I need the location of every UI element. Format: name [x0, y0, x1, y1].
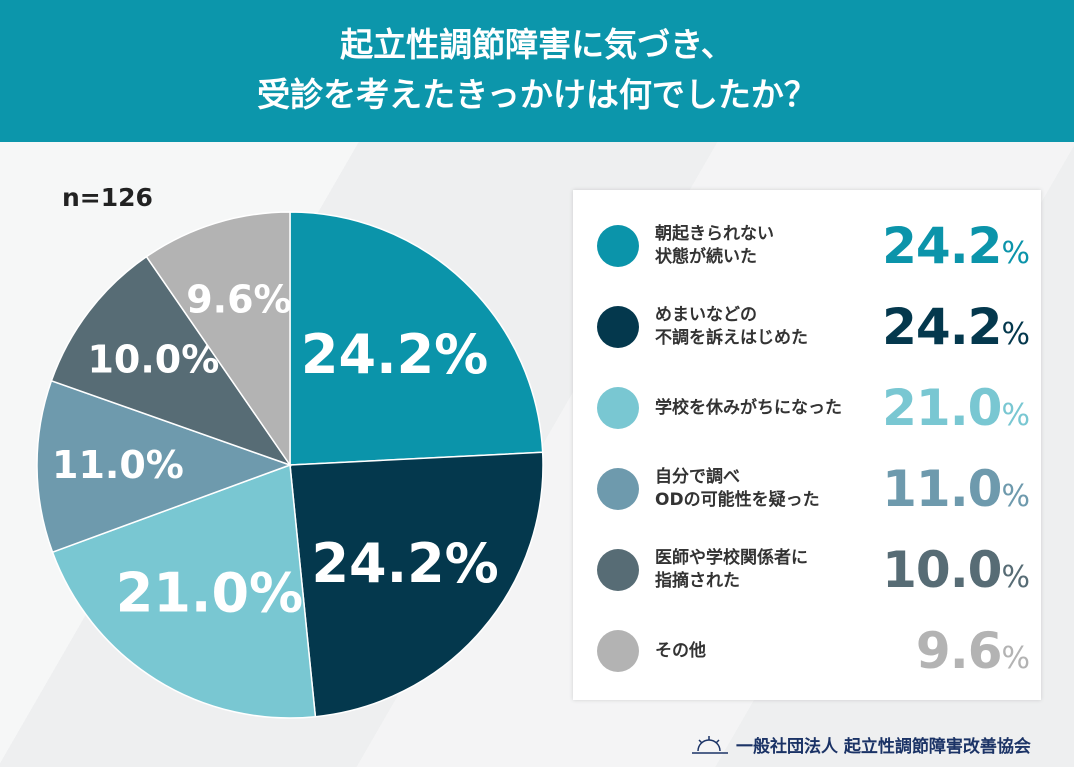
- legend-item: 自分で調べ ODの可能性を疑った 11.0%: [573, 449, 1041, 529]
- legend-swatch: [597, 468, 639, 510]
- pie-slice-4: [50, 255, 292, 467]
- title-banner: 起立性調節障害に気づき、 受診を考えたきっかけは何でしたか？: [0, 0, 1074, 142]
- title-line-1: 起立性調節障害に気づき、: [340, 25, 734, 64]
- slice-label-2: 21.0%: [116, 562, 303, 625]
- legend-label: 学校を休みがちになった: [655, 397, 842, 418]
- legend-label: 朝起きられない 状態が続いた: [655, 224, 774, 267]
- title-line-2: 受診を考えたきっかけは何でしたか？: [257, 75, 817, 114]
- legend-item: 学校を休みがちになった 21.0%: [573, 368, 1041, 448]
- legend-swatch: [597, 387, 639, 429]
- legend-label: 自分で調べ ODの可能性を疑った: [655, 467, 820, 510]
- slice-label-0: 24.2%: [301, 323, 488, 386]
- legend-label: めまいなどの 不調を訴えはじめた: [655, 305, 808, 348]
- pie-slice-3: [36, 379, 293, 554]
- legend-label: 医師や学校関係者に 指摘された: [655, 548, 808, 591]
- sunrise-logo-icon: [692, 735, 728, 754]
- sample-size: n=126: [62, 183, 153, 212]
- pie-chart: 24.2%24.2%21.0%11.0%10.0%9.6%: [36, 211, 544, 719]
- legend: 朝起きられない 状態が続いた 24.2% めまいなどの 不調を訴えはじめた 24…: [573, 190, 1041, 700]
- slice-label-4: 10.0%: [87, 337, 219, 381]
- legend-value: 21.0%: [882, 379, 1030, 437]
- legend-value: 11.0%: [882, 460, 1030, 518]
- slice-label-1: 24.2%: [311, 532, 498, 595]
- legend-item: その他 9.6%: [573, 611, 1041, 691]
- legend-swatch: [597, 306, 639, 348]
- slice-label-5: 9.6%: [186, 278, 291, 322]
- legend-swatch: [597, 549, 639, 591]
- legend-value: 9.6%: [915, 622, 1030, 680]
- pie-slice-5: [145, 211, 291, 468]
- org-name: 一般社団法人 起立性調節障害改善協会: [736, 737, 1031, 757]
- legend-swatch: [597, 225, 639, 267]
- legend-item: 朝起きられない 状態が続いた 24.2%: [573, 206, 1041, 286]
- legend-label: その他: [655, 640, 706, 661]
- footer-org: 一般社団法人 起立性調節障害改善協会: [690, 732, 1031, 757]
- legend-value: 10.0%: [882, 541, 1030, 599]
- legend-value: 24.2%: [882, 298, 1030, 356]
- legend-item: 医師や学校関係者に 指摘された 10.0%: [573, 530, 1041, 610]
- slice-label-3: 11.0%: [52, 443, 184, 487]
- pie-slice-0: [289, 211, 544, 466]
- legend-swatch: [597, 630, 639, 672]
- legend-value: 24.2%: [882, 217, 1030, 275]
- legend-item: めまいなどの 不調を訴えはじめた 24.2%: [573, 287, 1041, 367]
- pie-slice-1: [289, 451, 544, 718]
